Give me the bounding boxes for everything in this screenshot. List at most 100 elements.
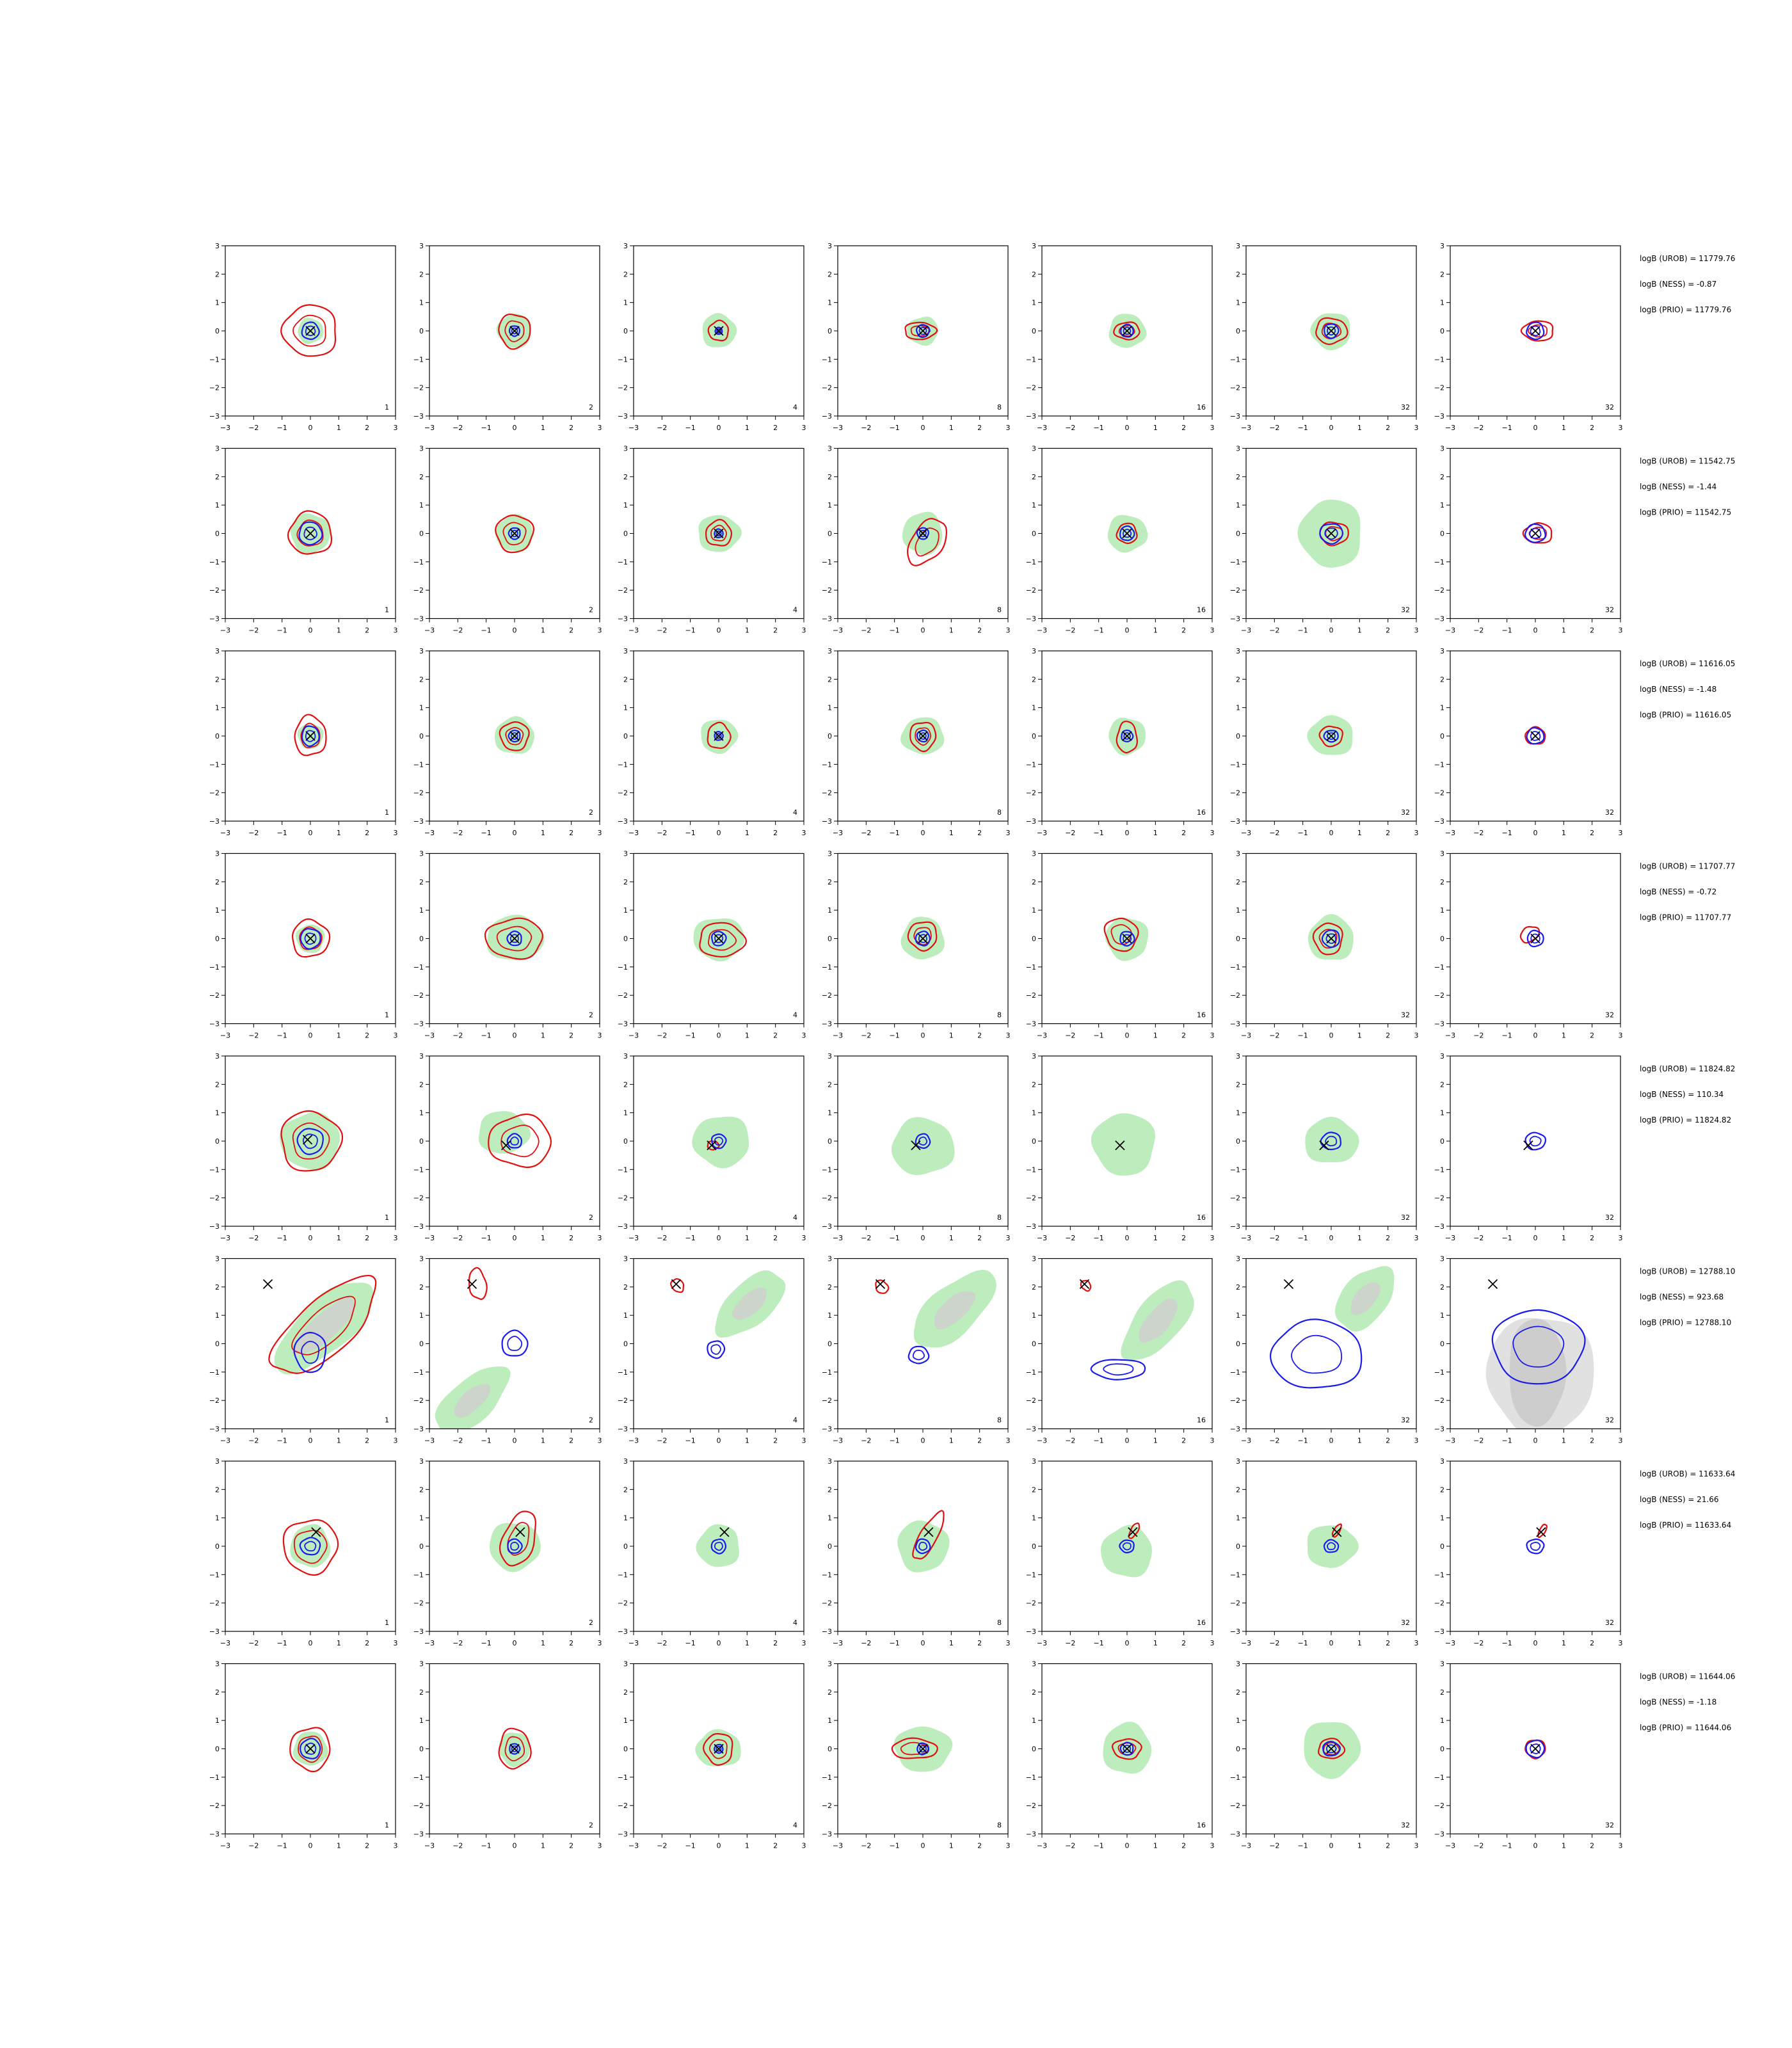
- y-tick-label: 2: [419, 878, 424, 886]
- panel-r1-c1: −3−3 −2 −2 −1 −1 0 0 1 1 2 2 3 3 1: [209, 242, 398, 432]
- x-tick-label: 1: [745, 1639, 749, 1647]
- y-tick-label: −2: [1434, 789, 1444, 797]
- x-tick-label: 1: [337, 1437, 341, 1445]
- truth-marker: [1523, 1140, 1533, 1151]
- x-tick-label: −1: [481, 627, 492, 635]
- blue-contour-outer: [1524, 1132, 1547, 1151]
- y-tick-label: −2: [1230, 789, 1240, 797]
- y-tick-label: 1: [828, 1514, 832, 1523]
- x-tick-label: 1: [1357, 627, 1362, 635]
- x-tick-label: −3: [1241, 829, 1251, 837]
- panel-iteration-label: 4: [793, 403, 797, 412]
- red-contour-inner: [504, 1736, 525, 1762]
- x-tick-label: −3: [1445, 627, 1455, 635]
- y-tick-label: 3: [1032, 1052, 1036, 1060]
- panel-plot-area: [1307, 715, 1353, 755]
- x-tick-label: 3: [394, 1639, 398, 1647]
- panel-r7-c4: −3−3 −2 −2 −1 −1 0 0 1 1 2 2 3 3 8: [822, 1457, 1011, 1647]
- x-tick-label: 0: [513, 1437, 517, 1445]
- panel-r7-c3: −3−3 −2 −2 −1 −1 0 0 1 1 2 2 3 3 4: [618, 1457, 806, 1647]
- x-tick-label: 2: [773, 1234, 778, 1242]
- y-tick-label: 2: [419, 1485, 424, 1494]
- y-tick-label: −3: [618, 1020, 628, 1028]
- panel-r2-c1: −3−3 −2 −2 −1 −1 0 0 1 1 2 2 3 3 1: [209, 445, 398, 635]
- panel-iteration-label: 2: [589, 1011, 593, 1020]
- y-tick-label: 0: [1032, 327, 1036, 335]
- y-tick-label: −2: [822, 384, 832, 392]
- x-tick-label: 1: [745, 1032, 749, 1040]
- x-tick-label: 3: [1210, 1842, 1215, 1850]
- y-tick-label: 2: [623, 1080, 628, 1089]
- y-tick-label: −2: [822, 1802, 832, 1810]
- blue-contour-outer: [1323, 730, 1339, 743]
- panel-plot-area: [1103, 917, 1149, 961]
- y-tick-label: −1: [822, 963, 832, 972]
- panel-r8-c3: −3−3 −2 −2 −1 −1 0 0 1 1 2 2 3 3 4: [618, 1660, 806, 1850]
- panel-iteration-label: 16: [1197, 1011, 1206, 1020]
- x-tick-label: 3: [394, 1032, 398, 1040]
- panel-r1-c6: −3−3 −2 −2 −1 −1 0 0 1 1 2 2 3 3 32: [1230, 242, 1419, 432]
- panel-r3-c1: −3−3 −2 −2 −1 −1 0 0 1 1 2 2 3 3 1: [209, 647, 398, 837]
- panel-iteration-label: 1: [385, 606, 389, 614]
- x-tick-label: 3: [1006, 829, 1011, 837]
- x-tick-label: −2: [657, 1639, 667, 1647]
- x-tick-label: −3: [1037, 1842, 1047, 1850]
- y-tick-label: −1: [1230, 1368, 1240, 1377]
- x-tick-label: 2: [1386, 1437, 1390, 1445]
- y-tick-label: 3: [1236, 1052, 1240, 1060]
- y-tick-label: 1: [828, 501, 832, 509]
- x-tick-label: −3: [424, 424, 435, 432]
- panel-iteration-label: 8: [997, 1416, 1002, 1425]
- truth-marker: [1283, 1279, 1294, 1290]
- x-tick-label: −2: [452, 1437, 463, 1445]
- x-tick-label: 2: [1590, 627, 1594, 635]
- panel-iteration-label: 4: [793, 1011, 797, 1020]
- x-tick-label: −3: [1241, 1032, 1251, 1040]
- y-tick-label: −3: [413, 615, 424, 623]
- x-tick-label: 0: [308, 424, 313, 432]
- panel-r4-c1: −3−3 −2 −2 −1 −1 0 0 1 1 2 2 3 3 1: [209, 850, 398, 1040]
- x-tick-label: 3: [1414, 1639, 1419, 1647]
- x-tick-label: −3: [424, 829, 435, 837]
- x-tick-label: 1: [541, 1639, 545, 1647]
- panel-plot-area: [495, 716, 535, 754]
- red-contour-outer: [292, 918, 331, 958]
- blue-contour-outer: [915, 1538, 931, 1555]
- y-tick-label: −2: [618, 1599, 628, 1608]
- panel-plot-area: [693, 918, 747, 962]
- y-tick-label: −3: [1230, 1020, 1240, 1028]
- x-tick-label: 0: [513, 1842, 517, 1850]
- panel-iteration-label: 32: [1605, 1011, 1614, 1020]
- blue-contour-inner: [1325, 1135, 1338, 1147]
- red-contour-outer: [1524, 726, 1546, 745]
- panel-plot-area: [1308, 914, 1354, 960]
- x-tick-label: −3: [424, 627, 435, 635]
- y-tick-label: −1: [1434, 558, 1444, 566]
- x-tick-label: 1: [1562, 1032, 1566, 1040]
- blue-contour-outer: [1524, 523, 1546, 543]
- y-tick-label: 2: [828, 878, 832, 886]
- blue-contour-inner: [301, 1340, 320, 1364]
- y-tick-label: −2: [413, 789, 424, 797]
- x-tick-label: −3: [220, 1437, 230, 1445]
- x-tick-label: 3: [1006, 1639, 1011, 1647]
- panel-plot-area: [490, 1510, 541, 1572]
- x-tick-label: −3: [1037, 424, 1047, 432]
- blue-contour-inner: [918, 1136, 928, 1146]
- y-tick-label: 3: [215, 647, 220, 655]
- x-tick-label: 0: [513, 1234, 517, 1242]
- blue-contour-outer: [298, 521, 323, 546]
- panel-plot-area: [1310, 313, 1350, 351]
- y-tick-label: −1: [822, 1773, 832, 1782]
- y-tick-label: 1: [1440, 1109, 1444, 1117]
- x-tick-label: 3: [1619, 1639, 1623, 1647]
- y-tick-label: 1: [623, 906, 628, 915]
- blue-contour-inner: [304, 1540, 317, 1552]
- panel-plot-area: [1524, 1739, 1546, 1760]
- y-tick-label: −1: [1434, 1773, 1444, 1782]
- y-tick-label: 1: [1236, 501, 1240, 509]
- x-tick-label: 2: [977, 1032, 982, 1040]
- y-tick-label: 0: [1440, 1542, 1444, 1551]
- panel-r1-c3: −3−3 −2 −2 −1 −1 0 0 1 1 2 2 3 3 4: [618, 242, 806, 432]
- green-density: [1103, 1722, 1152, 1774]
